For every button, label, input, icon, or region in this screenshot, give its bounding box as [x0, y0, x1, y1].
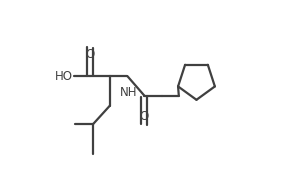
- Text: HO: HO: [55, 70, 73, 83]
- Text: O: O: [85, 49, 94, 62]
- Text: O: O: [140, 110, 149, 123]
- Text: NH: NH: [120, 86, 137, 98]
